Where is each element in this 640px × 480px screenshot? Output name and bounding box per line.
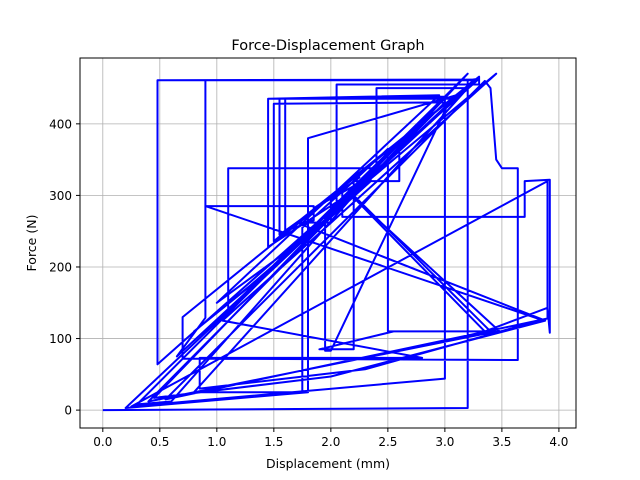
x-tick-label: 3.5 bbox=[492, 435, 511, 449]
x-tick-label: 0.5 bbox=[150, 435, 169, 449]
x-axis-label: Displacement (mm) bbox=[266, 456, 390, 471]
series-force-displacement bbox=[102, 72, 551, 412]
x-tick-label: 0.0 bbox=[93, 435, 112, 449]
y-tick-label: 100 bbox=[49, 332, 72, 346]
x-axis-ticks: 0.0 0.5 1.0 1.5 2.0 2.5 3.0 3.5 4.0 bbox=[93, 428, 568, 449]
x-tick-label: 2.5 bbox=[378, 435, 397, 449]
plot-frame bbox=[79, 57, 577, 429]
x-tick-label: 1.5 bbox=[264, 435, 283, 449]
y-axis-ticks: 0 100 200 300 400 bbox=[49, 117, 80, 418]
x-tick-label: 2.0 bbox=[321, 435, 340, 449]
x-tick-label: 1.0 bbox=[207, 435, 226, 449]
chart-title: Force-Displacement Graph bbox=[231, 38, 424, 54]
x-tick-label: 4.0 bbox=[549, 435, 568, 449]
y-axis-label: Force (N) bbox=[24, 215, 39, 272]
y-tick-label: 300 bbox=[49, 189, 72, 203]
y-tick-label: 0 bbox=[64, 404, 72, 418]
y-tick-label: 400 bbox=[49, 117, 72, 131]
y-tick-label: 200 bbox=[49, 260, 72, 274]
x-tick-label: 3.0 bbox=[435, 435, 454, 449]
series-line bbox=[102, 72, 551, 412]
